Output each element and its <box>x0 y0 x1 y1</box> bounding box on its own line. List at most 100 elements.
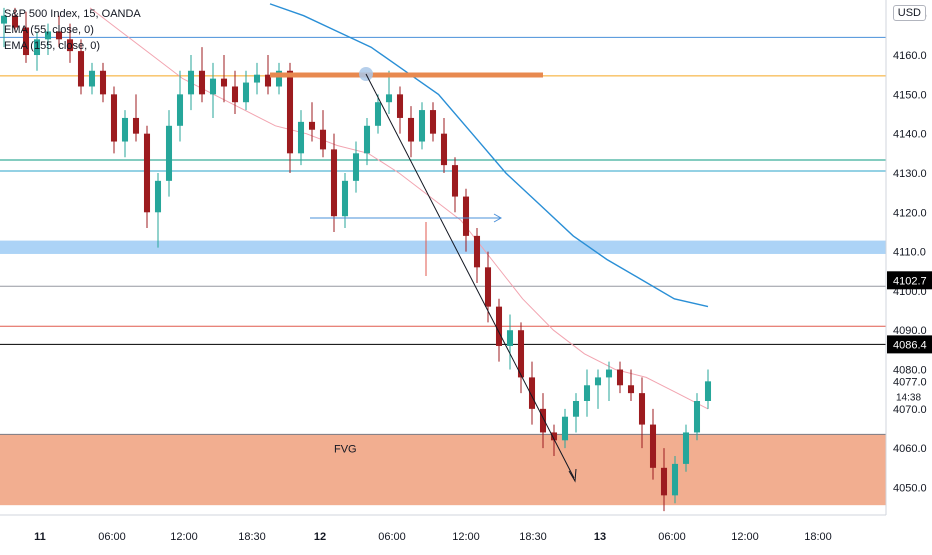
candle-body-55[interactable] <box>605 369 613 378</box>
x-tick-label-0: 11 <box>34 531 46 543</box>
candle-body-37[interactable] <box>407 117 415 142</box>
candle-body-12[interactable] <box>132 117 140 134</box>
x-tick-label-4: 12 <box>314 531 326 543</box>
candle-body-54[interactable] <box>594 377 602 386</box>
candle-body-1[interactable] <box>11 15 19 28</box>
candle-body-7[interactable] <box>77 51 85 87</box>
candle-body-40[interactable] <box>440 133 448 166</box>
candle-body-62[interactable] <box>682 432 690 464</box>
candle-body-35[interactable] <box>385 94 393 103</box>
zone-1 <box>0 434 886 506</box>
candle-body-44[interactable] <box>484 267 492 307</box>
candle-body-8[interactable] <box>88 70 96 87</box>
candle-body-22[interactable] <box>242 82 250 103</box>
y-tick-label-8: 4090.0 <box>893 325 927 337</box>
candle-body-32[interactable] <box>352 153 360 181</box>
y-tick-label-6: 4110.0 <box>893 247 926 259</box>
candle-body-58[interactable] <box>638 393 646 425</box>
candle-body-47[interactable] <box>517 330 525 378</box>
ema-155-label: EMA (155, close, 0) <box>4 40 100 52</box>
candle-body-48[interactable] <box>528 377 536 409</box>
candle-body-15[interactable] <box>165 125 173 181</box>
candle-body-9[interactable] <box>99 70 107 95</box>
candle-body-0[interactable] <box>0 15 8 24</box>
candle-body-21[interactable] <box>231 86 239 103</box>
candle-body-39[interactable] <box>429 110 437 134</box>
candle-body-18[interactable] <box>198 70 206 95</box>
x-tick-label-2: 12:00 <box>170 531 198 543</box>
candle-body-41[interactable] <box>451 165 459 197</box>
x-tick-label-5: 06:00 <box>378 531 406 543</box>
candle-body-31[interactable] <box>341 180 349 217</box>
price-label-bg-0 <box>887 271 932 290</box>
candle-body-10[interactable] <box>110 94 118 142</box>
x-tick-label-9: 06:00 <box>658 531 686 543</box>
candle-body-46[interactable] <box>506 330 514 346</box>
candle-body-49[interactable] <box>539 408 547 433</box>
x-tick-label-6: 12:00 <box>452 531 480 543</box>
y-tick-label-11: 4060.0 <box>893 443 927 455</box>
y-tick-label-10: 4070.0 <box>893 404 927 416</box>
trend-arrow[interactable] <box>365 73 575 479</box>
ema-55-line <box>89 7 709 410</box>
candle-body-25[interactable] <box>275 70 283 87</box>
candle-body-60[interactable] <box>660 467 668 496</box>
candle-body-2[interactable] <box>22 27 30 56</box>
candle-body-38[interactable] <box>418 110 426 142</box>
projection-arrow-head <box>493 213 503 223</box>
y-tick-label-4: 4130.0 <box>893 168 927 180</box>
candle-body-19[interactable] <box>209 78 217 95</box>
candle-body-16[interactable] <box>176 94 184 126</box>
candle-body-59[interactable] <box>649 424 657 468</box>
fvg-label: FVG <box>334 443 357 455</box>
ema-55-label: EMA (55, close, 0) <box>4 24 94 36</box>
candle-body-23[interactable] <box>253 74 261 83</box>
currency-button[interactable]: USD <box>892 5 926 21</box>
candle-body-5[interactable] <box>55 31 63 40</box>
candle-body-64[interactable] <box>704 381 712 401</box>
y-tick-label-5: 4120.0 <box>893 207 927 219</box>
x-tick-label-8: 13 <box>594 531 606 543</box>
y-tick-label-12: 4050.0 <box>893 482 927 494</box>
y-tick-label-3: 4140.0 <box>893 129 927 141</box>
candle-body-63[interactable] <box>693 400 701 433</box>
candle-body-11[interactable] <box>121 117 129 142</box>
candle-body-42[interactable] <box>462 196 470 236</box>
candle-body-26[interactable] <box>286 70 294 154</box>
candle-body-4[interactable] <box>44 31 52 40</box>
last-price-label: 4077.0 <box>893 376 927 388</box>
candle-body-43[interactable] <box>473 235 481 268</box>
x-tick-label-1: 06:00 <box>98 531 126 543</box>
symbol-title: S&P 500 Index, 15, OANDA <box>4 8 141 20</box>
trend-arrow-head <box>568 468 577 483</box>
candle-body-61[interactable] <box>671 463 679 496</box>
chart-legend: S&P 500 Index, 15, OANDA EMA (55, close,… <box>4 6 141 54</box>
candle-body-52[interactable] <box>572 400 580 417</box>
candle-body-53[interactable] <box>583 385 591 401</box>
candle-body-50[interactable] <box>550 432 558 441</box>
candle-body-34[interactable] <box>374 102 382 126</box>
candle-body-13[interactable] <box>143 133 151 213</box>
candle-body-30[interactable] <box>330 149 338 217</box>
candle-body-33[interactable] <box>363 125 371 154</box>
time-axis[interactable] <box>0 515 932 550</box>
candle-body-45[interactable] <box>495 306 503 346</box>
candle-body-51[interactable] <box>561 416 569 441</box>
candle-body-29[interactable] <box>319 129 327 150</box>
candle-body-3[interactable] <box>33 39 41 56</box>
candle-body-56[interactable] <box>616 369 624 386</box>
candle-body-17[interactable] <box>187 70 195 95</box>
x-tick-label-3: 18:30 <box>238 531 266 543</box>
candle-body-27[interactable] <box>297 121 305 154</box>
candle-body-24[interactable] <box>264 74 272 87</box>
candle-body-36[interactable] <box>396 94 404 118</box>
candle-body-14[interactable] <box>154 180 162 213</box>
x-tick-label-10: 12:00 <box>731 531 759 543</box>
candle-body-28[interactable] <box>308 121 316 130</box>
x-tick-label-11: 18:00 <box>804 531 832 543</box>
candle-body-6[interactable] <box>66 39 74 52</box>
candle-body-20[interactable] <box>220 78 228 87</box>
candle-body-57[interactable] <box>627 385 635 394</box>
